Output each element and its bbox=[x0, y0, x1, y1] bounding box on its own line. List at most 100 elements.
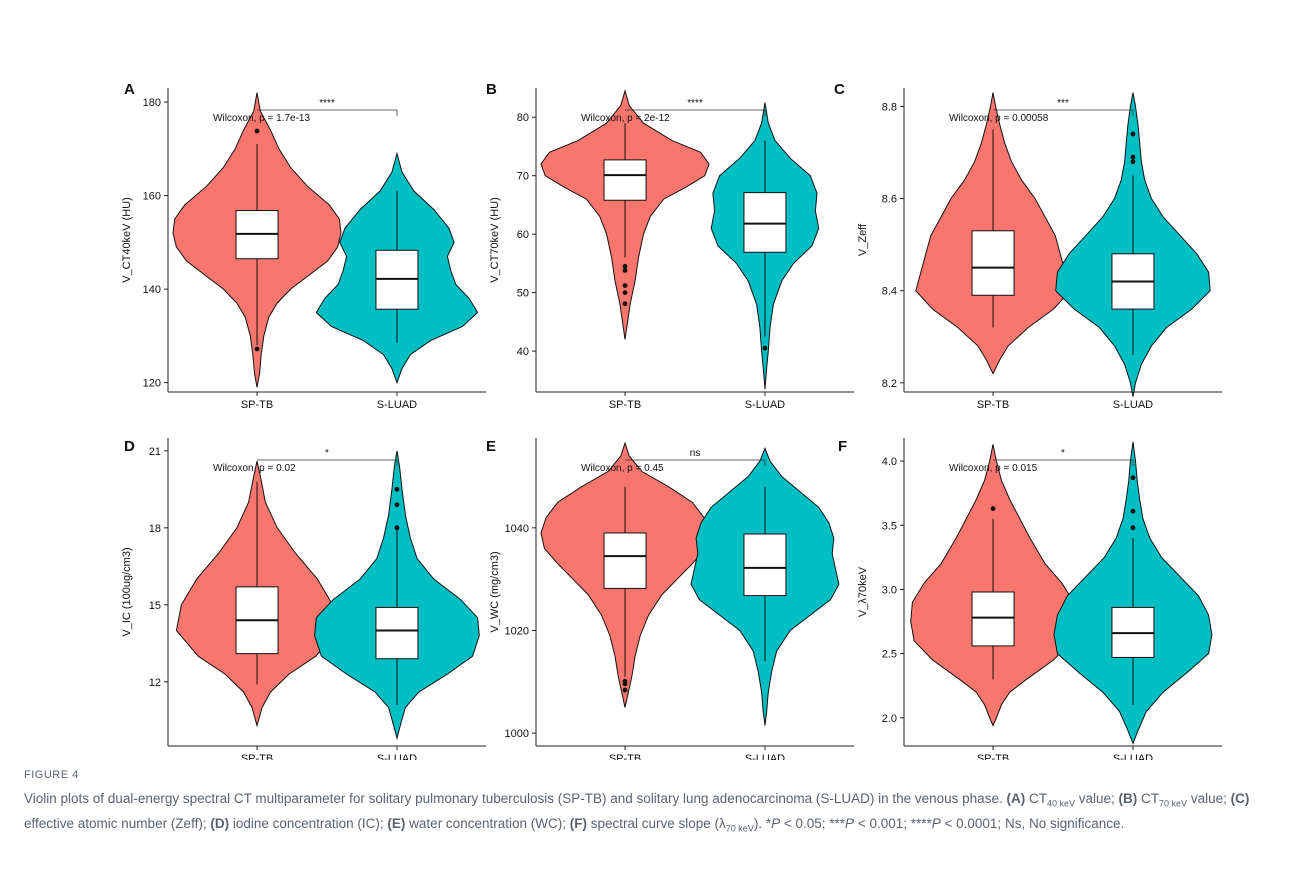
caption-segment: iodine concentration (IC); bbox=[229, 815, 388, 831]
caption-segment: (A) bbox=[1006, 791, 1026, 806]
y-tick-label: 4.0 bbox=[882, 456, 897, 468]
panel-letter: A bbox=[124, 81, 135, 98]
wilcoxon-label: Wilcoxon, p = 0.00058 bbox=[949, 113, 1049, 124]
caption-segment: (B) bbox=[1118, 791, 1138, 806]
y-tick-label: 15 bbox=[149, 600, 161, 612]
caption-segment: ). * bbox=[753, 815, 772, 831]
y-tick-label: 21 bbox=[149, 446, 161, 458]
caption-segment: value; bbox=[1075, 791, 1119, 806]
outlier-point bbox=[622, 268, 628, 273]
box-rect bbox=[971, 591, 1015, 647]
outlier-point bbox=[394, 486, 400, 492]
y-tick-label: 40 bbox=[517, 346, 529, 358]
x-tick-label: SP-TB bbox=[609, 753, 641, 760]
outlier-point bbox=[1130, 508, 1136, 514]
outlier-point bbox=[254, 346, 260, 352]
caption-segment: value; bbox=[1187, 791, 1231, 806]
y-tick-label: 2.0 bbox=[882, 713, 897, 725]
box-rect bbox=[743, 533, 787, 597]
y-tick-label: 180 bbox=[143, 97, 161, 109]
caption-segment: water concentration (WC); bbox=[405, 815, 570, 831]
group-s-luad bbox=[315, 151, 479, 385]
outlier-point bbox=[622, 681, 628, 687]
x-tick-label: SP-TB bbox=[241, 753, 273, 760]
y-tick-label: 12 bbox=[149, 677, 161, 689]
group-sp-tb bbox=[540, 89, 710, 340]
group-sp-tb bbox=[175, 460, 339, 728]
outlier-point bbox=[990, 506, 996, 511]
y-tick-label: 60 bbox=[517, 229, 529, 241]
significance-stars: **** bbox=[319, 98, 335, 109]
caption-segment: 70 keV bbox=[1159, 798, 1188, 809]
box-rect bbox=[375, 606, 419, 660]
caption-text: Violin plots of dual-energy spectral CT … bbox=[24, 789, 1264, 838]
outlier-point bbox=[622, 263, 628, 269]
outlier-point bbox=[1130, 159, 1136, 165]
outlier-point bbox=[394, 502, 400, 508]
figure-label: FIGURE 4 bbox=[24, 769, 79, 781]
x-tick-label: S-LUAD bbox=[745, 399, 785, 411]
outlier-point bbox=[622, 290, 628, 296]
outlier-point bbox=[394, 525, 400, 531]
outlier-point bbox=[1130, 131, 1136, 137]
caption-segment: 40 keV bbox=[1046, 798, 1075, 809]
y-tick-label: 18 bbox=[149, 523, 161, 535]
significance-stars: * bbox=[325, 448, 329, 459]
outlier-point bbox=[1130, 154, 1136, 160]
y-tick-label: 1000 bbox=[505, 728, 529, 740]
group-sp-tb bbox=[540, 441, 710, 708]
y-axis-label: V_Zeff bbox=[857, 223, 869, 256]
wilcoxon-label: Wilcoxon, p = 2e-12 bbox=[581, 113, 670, 124]
panel-e: E 1000 1020 1040 V_WC (mg/cm3) SP-TB S-LUAD ns W… bbox=[486, 438, 854, 760]
x-tick-label: SP-TB bbox=[609, 399, 641, 411]
y-tick-label: 2.5 bbox=[882, 649, 897, 661]
panel-letter: C bbox=[834, 81, 845, 98]
significance-stars: ns bbox=[690, 448, 701, 459]
significance-stars: **** bbox=[687, 98, 703, 109]
group-sp-tb bbox=[172, 92, 342, 388]
panel-b: B 40 50 60 70 80 V_CT70keV (HU) SP-TB S-LUAD ****… bbox=[486, 81, 854, 411]
wilcoxon-label: Wilcoxon, p = 0.02 bbox=[213, 463, 296, 474]
caption-segment: < 0.0001; Ns, No significance. bbox=[940, 815, 1125, 831]
group-s-luad bbox=[1053, 441, 1213, 745]
caption-segment: Violin plots of dual-energy spectral CT … bbox=[24, 791, 1007, 806]
wilcoxon-label: Wilcoxon, p = 0.015 bbox=[949, 463, 1038, 474]
outlier-point bbox=[622, 687, 628, 693]
box-rect bbox=[603, 532, 647, 589]
outlier-point bbox=[1130, 475, 1136, 481]
caption-segment: (D) bbox=[210, 815, 230, 831]
caption-segment: P bbox=[931, 815, 941, 831]
wilcoxon-label: Wilcoxon, p = 1.7e-13 bbox=[213, 113, 310, 124]
significance-stars: *** bbox=[1057, 98, 1069, 109]
x-tick-label: S-LUAD bbox=[377, 399, 417, 411]
y-axis-label: V_IC (100ug/cm3) bbox=[121, 547, 133, 636]
y-axis-label: V_CT70keV (HU) bbox=[489, 197, 501, 283]
panel-d: D 12 15 18 21 V_IC (100ug/cm3) SP-TB S-LUAD * Wil… bbox=[121, 438, 486, 760]
group-s-luad bbox=[314, 450, 480, 741]
panel-letter: B bbox=[486, 81, 497, 98]
figure-caption: FIGURE 4 Violin plots of dual-energy spe… bbox=[24, 766, 1264, 838]
y-tick-label: 3.5 bbox=[882, 520, 897, 532]
panel-letter: D bbox=[124, 438, 135, 455]
box-rect bbox=[603, 159, 647, 201]
y-axis-label: V_λ70keV bbox=[857, 566, 869, 617]
x-tick-label: SP-TB bbox=[977, 399, 1009, 411]
y-tick-label: 160 bbox=[143, 191, 161, 203]
y-tick-label: 8.4 bbox=[882, 286, 897, 298]
x-tick-label: S-LUAD bbox=[745, 753, 785, 760]
caption-segment: CT bbox=[1137, 791, 1160, 806]
y-tick-label: 70 bbox=[517, 171, 529, 183]
outlier-point bbox=[1130, 525, 1136, 531]
y-axis-label: V_WC (mg/cm3) bbox=[489, 551, 501, 632]
significance-stars: * bbox=[1061, 448, 1065, 459]
caption-segment: (F) bbox=[569, 815, 587, 831]
group-s-luad bbox=[710, 102, 820, 390]
panel-letter: F bbox=[838, 438, 847, 455]
y-tick-label: 1040 bbox=[505, 523, 529, 535]
panel-f: F 2.0 2.5 3.0 3.5 4.0 V_λ70keV SP-TB S-LUAD * Wilc… bbox=[838, 438, 1222, 760]
caption-segment: spectral curve slope (λ bbox=[586, 815, 726, 831]
y-tick-label: 1020 bbox=[505, 626, 529, 638]
caption-segment: 70 keV bbox=[725, 823, 754, 834]
